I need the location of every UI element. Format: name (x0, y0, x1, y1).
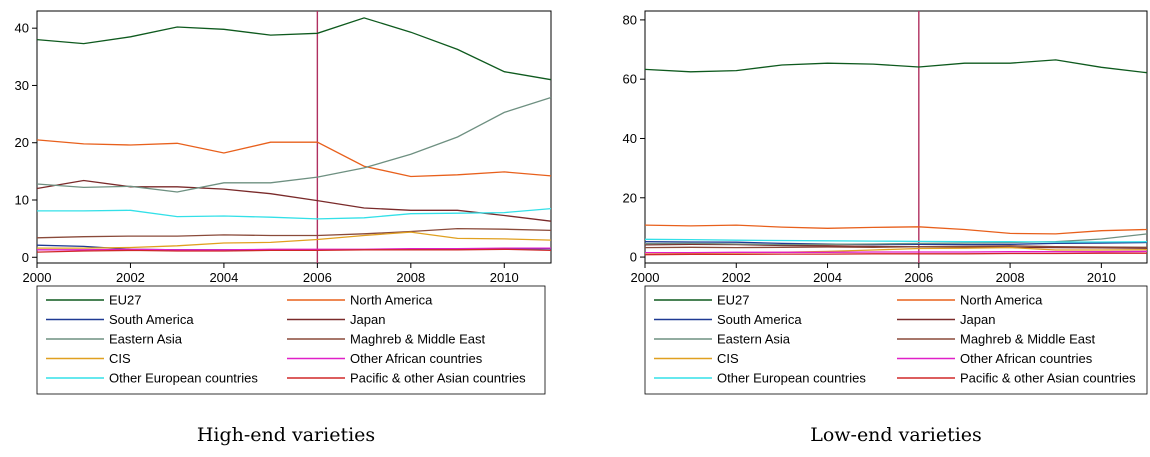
x-tick-label: 2008 (396, 270, 425, 285)
series-line-pacific-other-asian-countries (36, 248, 552, 253)
legend-label: South America (717, 312, 802, 327)
y-tick-label: 30 (15, 78, 29, 93)
series-line-north-america (36, 139, 552, 178)
series-line-eastern-asia (644, 233, 1148, 246)
legend-label: Maghreb & Middle East (350, 332, 486, 347)
y-tick-label: 80 (623, 12, 637, 27)
legend-label: Japan (960, 312, 995, 327)
y-tick-label: 0 (630, 250, 637, 265)
legend-label: Pacific & other Asian countries (350, 371, 526, 386)
legend-label: Other European countries (717, 371, 866, 386)
legend-label: Other African countries (350, 351, 483, 366)
series-line-japan (36, 179, 552, 222)
y-tick-label: 20 (623, 190, 637, 205)
series-line-north-america (644, 224, 1148, 235)
legend-label: North America (960, 293, 1043, 308)
x-tick-label: 2006 (904, 270, 933, 285)
series-line-other-african-countries (645, 250, 1148, 254)
x-tick-label: 2004 (209, 270, 238, 285)
legend-label: Eastern Asia (109, 332, 183, 347)
y-tick-label: 0 (22, 250, 29, 265)
y-tick-label: 40 (623, 131, 637, 146)
y-tick-label: 60 (623, 72, 637, 87)
legend-box (36, 285, 546, 395)
series-line-other-african-countries (37, 247, 551, 251)
high-end-panel: 0 10 20 30 40 2000 2002 2004 2006 2008 2010 EU27 Nor… (15, 10, 552, 446)
x-tick-label: 2008 (996, 270, 1025, 285)
x-tick-label: 2000 (23, 270, 52, 285)
legend-label: Maghreb & Middle East (960, 332, 1096, 347)
legend-label: Japan (350, 312, 385, 327)
plot-frame (36, 10, 552, 264)
y-tick-label: 40 (15, 21, 29, 36)
series-line-pacific-other-asian-countries (644, 252, 1147, 256)
x-tick-label: 2010 (490, 270, 519, 285)
series-line-maghreb-middle-east (36, 227, 552, 239)
series-line-cis (37, 231, 552, 249)
x-tick-label: 2004 (813, 270, 842, 285)
x-tick-label: 2010 (1087, 270, 1116, 285)
plot-frame (644, 10, 1148, 264)
legend-label: Other European countries (109, 371, 258, 386)
x-tick-label: 2002 (116, 270, 145, 285)
legend-label: Eastern Asia (717, 332, 791, 347)
x-tick-label: 2002 (722, 270, 751, 285)
y-tick-label: 10 (15, 193, 29, 208)
legend-label: Other African countries (960, 351, 1093, 366)
legend-label: North America (350, 293, 433, 308)
series-line-eu27 (36, 17, 552, 81)
x-tick-label: 2000 (631, 270, 660, 285)
legend-label: EU27 (109, 293, 142, 308)
series-line-south-america (644, 241, 1148, 246)
series-line-maghreb-middle-east (644, 245, 1148, 249)
series-line-eu27 (644, 59, 1148, 74)
y-tick-label: 20 (15, 135, 29, 150)
low-end-panel: 0 20 40 60 80 2000 2002 2004 2006 2008 2010 EU27 Nor… (623, 10, 1148, 446)
series-line-other-european-countries (644, 238, 1148, 243)
legend-box (644, 285, 1148, 395)
x-tick-label: 2006 (303, 270, 332, 285)
panel-caption: High-end varieties (197, 424, 375, 446)
series-line-eastern-asia (36, 96, 552, 193)
legend-label: South America (109, 312, 194, 327)
legend-label: EU27 (717, 293, 750, 308)
legend-label: CIS (717, 351, 739, 366)
panel-caption: Low-end varieties (810, 424, 982, 446)
legend-label: Pacific & other Asian countries (960, 371, 1136, 386)
legend-label: CIS (109, 351, 131, 366)
series-line-other-european-countries (37, 207, 552, 220)
